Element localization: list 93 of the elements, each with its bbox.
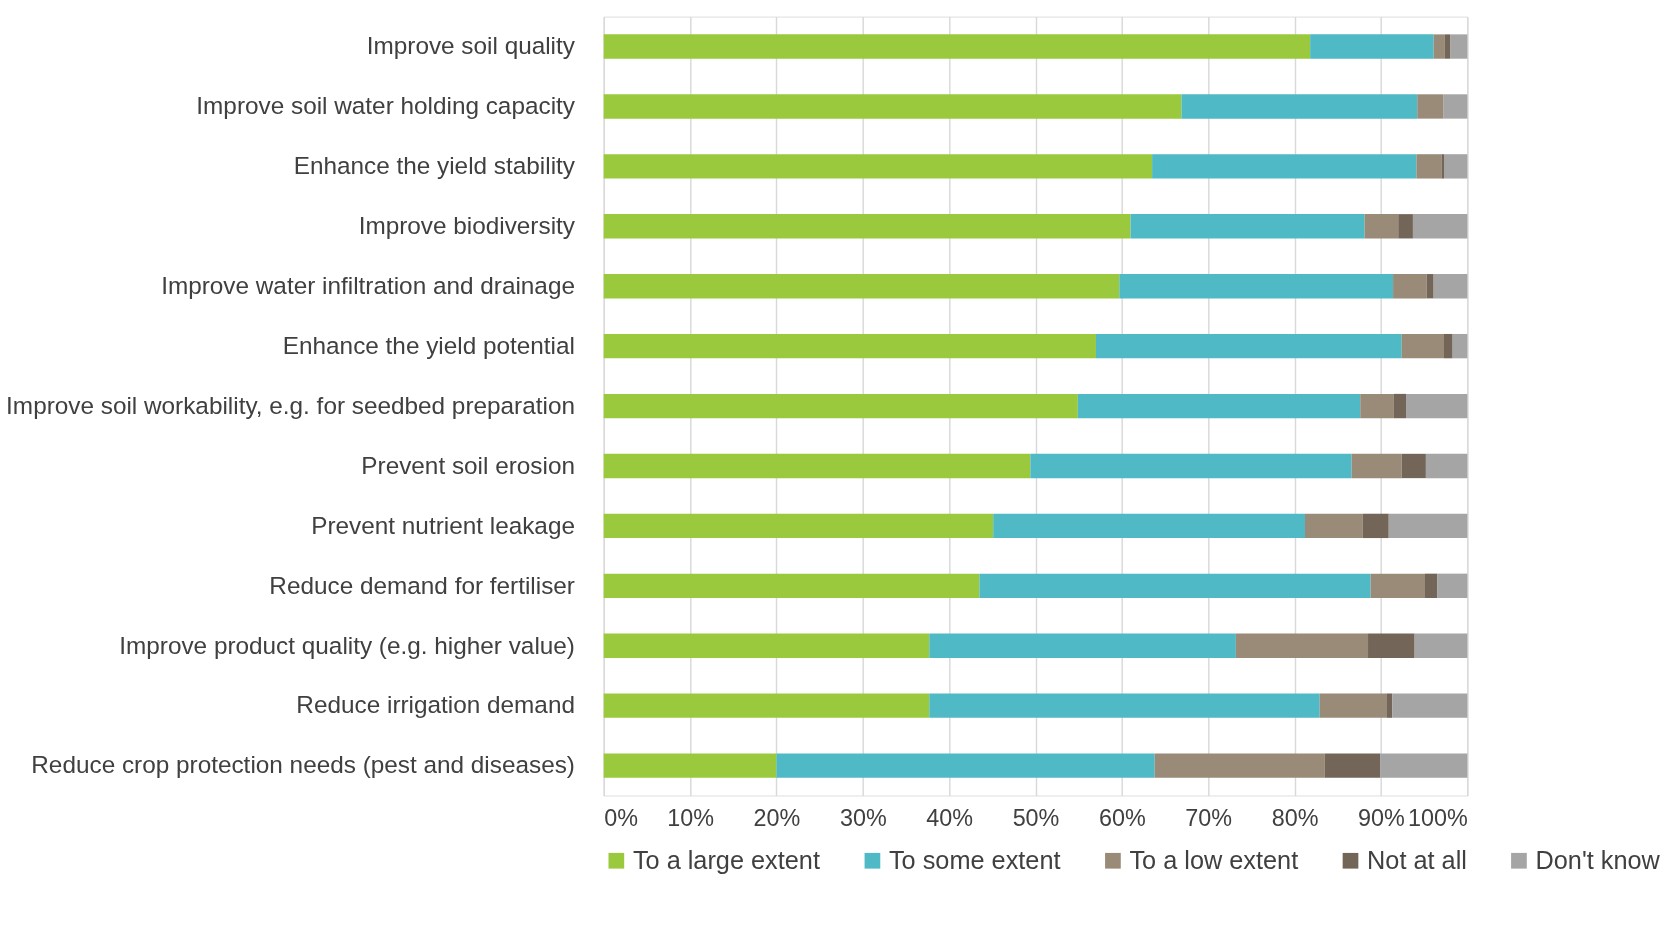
bar bbox=[1077, 393, 1361, 419]
bar bbox=[1235, 633, 1369, 658]
bar bbox=[1401, 453, 1426, 479]
y-tick-label: Reduce demand for fertiliser bbox=[269, 571, 575, 599]
x-tick-label: 100% bbox=[1408, 805, 1468, 832]
bar bbox=[1417, 94, 1444, 119]
bar bbox=[1362, 513, 1389, 539]
x-tick-label: 80% bbox=[1271, 805, 1319, 832]
bar bbox=[1414, 633, 1468, 658]
y-tick-label: Improve water infiltration and drainage bbox=[161, 272, 575, 299]
bar bbox=[1304, 513, 1363, 539]
bar bbox=[1406, 393, 1468, 419]
bar bbox=[1387, 693, 1393, 718]
x-tick-label: 40% bbox=[926, 805, 974, 832]
bar bbox=[1444, 154, 1468, 179]
y-tick-label: Improve biodiversity bbox=[358, 212, 576, 240]
bar bbox=[603, 333, 1096, 359]
bar bbox=[1444, 333, 1453, 359]
legend-label: Don't know bbox=[1535, 845, 1661, 874]
bar bbox=[1433, 34, 1445, 59]
y-tick-label: Enhance the yield potential bbox=[282, 331, 575, 359]
legend-label: To a large extent bbox=[632, 845, 820, 874]
bar bbox=[1416, 154, 1442, 179]
bar bbox=[1324, 753, 1381, 778]
bar bbox=[1154, 753, 1325, 778]
bar bbox=[1425, 573, 1438, 598]
bar bbox=[1425, 453, 1468, 479]
bar bbox=[1360, 393, 1394, 419]
y-tick-label: Reduce irrigation demand bbox=[296, 691, 575, 719]
bar bbox=[979, 573, 1371, 598]
bar bbox=[1450, 34, 1468, 59]
legend-label: To a low extent bbox=[1129, 845, 1299, 874]
x-tick-label: 10% bbox=[667, 805, 714, 832]
y-tick-label: Prevent soil erosion bbox=[361, 451, 575, 479]
y-tick-label: Reduce crop protection needs (pest and diseases) bbox=[31, 751, 575, 779]
y-tick-label: Improve product quality (e.g. higher value) bbox=[119, 631, 575, 659]
bar bbox=[603, 154, 1153, 179]
y-tick-label: Improve soil water holding capacity bbox=[196, 92, 576, 120]
bar bbox=[603, 393, 1078, 419]
bar bbox=[1152, 154, 1417, 179]
x-tick-label: 0% bbox=[604, 805, 638, 832]
x-tick-label: 90% bbox=[1358, 805, 1405, 832]
y-tick-label: Improve soil workability, e.g. for seedbed preparation bbox=[6, 391, 575, 419]
bar bbox=[603, 274, 1120, 299]
bar bbox=[1130, 214, 1365, 239]
bar bbox=[603, 94, 1182, 119]
bar bbox=[993, 513, 1305, 539]
y-tick-label: Prevent nutrient leakage bbox=[311, 511, 575, 539]
legend-label: To some extent bbox=[888, 845, 1061, 874]
bar bbox=[1398, 214, 1413, 239]
bar bbox=[1181, 94, 1418, 119]
legend-label: Not at all bbox=[1367, 845, 1467, 874]
bar bbox=[1392, 693, 1468, 718]
bar bbox=[1351, 453, 1402, 479]
x-tick-label: 50% bbox=[1012, 805, 1060, 832]
x-tick-label: 60% bbox=[1098, 805, 1146, 832]
bar bbox=[1441, 154, 1445, 179]
bar bbox=[929, 693, 1320, 718]
y-tick-label: Enhance the yield stability bbox=[293, 152, 576, 180]
bar bbox=[1030, 453, 1352, 479]
bar bbox=[1401, 333, 1445, 359]
bar bbox=[929, 633, 1236, 658]
bar bbox=[603, 693, 930, 718]
bar bbox=[1319, 693, 1388, 718]
bar bbox=[1444, 34, 1451, 59]
bar bbox=[1380, 753, 1468, 778]
bar bbox=[603, 753, 777, 778]
x-tick-label: 20% bbox=[753, 805, 801, 832]
bar bbox=[1310, 34, 1434, 59]
bar bbox=[1368, 633, 1415, 658]
bar bbox=[603, 573, 980, 598]
bar bbox=[603, 453, 1031, 479]
y-tick-label: Improve soil quality bbox=[366, 32, 576, 60]
bar bbox=[1433, 274, 1468, 299]
bar bbox=[1119, 274, 1394, 299]
x-tick-label: 30% bbox=[839, 805, 887, 832]
bar bbox=[1095, 333, 1402, 359]
bar bbox=[1437, 573, 1468, 598]
bar bbox=[603, 513, 994, 539]
bar bbox=[1412, 214, 1468, 239]
bar bbox=[1393, 274, 1427, 299]
bar bbox=[1388, 513, 1468, 539]
bar bbox=[1364, 214, 1399, 239]
bar bbox=[603, 214, 1131, 239]
bar bbox=[603, 633, 930, 658]
bar bbox=[776, 753, 1155, 778]
bar bbox=[1370, 573, 1426, 598]
bar bbox=[1443, 94, 1468, 119]
x-tick-label: 70% bbox=[1185, 805, 1233, 832]
bar bbox=[1393, 393, 1407, 419]
bar bbox=[1452, 333, 1468, 359]
bar bbox=[1426, 274, 1434, 299]
bar bbox=[603, 34, 1311, 59]
